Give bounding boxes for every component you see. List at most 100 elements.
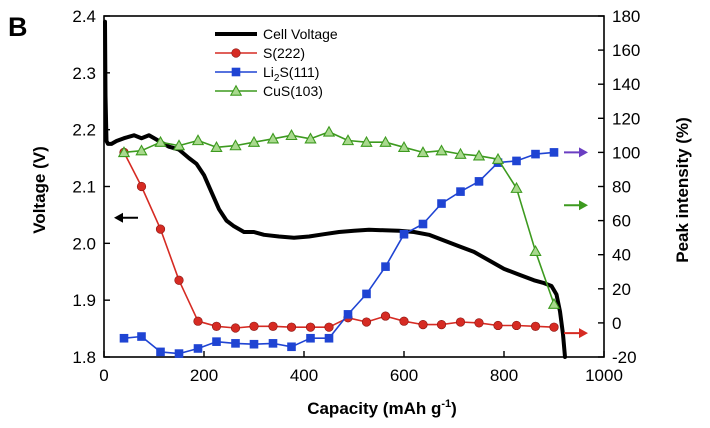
y-axis-left-title: Voltage (V)	[30, 146, 49, 234]
data-point-li2s-111	[437, 199, 446, 208]
data-point-s-222	[455, 317, 466, 327]
legend-item-li2s-111: Li2S(111)	[215, 64, 319, 84]
y-right-tick-label: 120	[612, 109, 640, 128]
series-line-li2s-111	[123, 151, 555, 355]
data-point-cus-103	[491, 152, 505, 164]
data-point-cus-103	[210, 140, 223, 152]
legend-label: Li2S(111)	[263, 64, 319, 84]
y-right-tick-label: 80	[612, 178, 631, 197]
data-point-cus-103	[117, 146, 131, 158]
data-point-cus-103	[266, 132, 280, 144]
data-point-li2s-111	[156, 347, 165, 357]
y-left-tick-label: 1.8	[72, 348, 96, 367]
data-point-li2s-111	[474, 177, 484, 186]
series-layer	[103, 19, 567, 359]
data-point-s-222	[324, 322, 334, 332]
data-point-cus-103	[435, 144, 448, 156]
data-point-cus-103	[454, 147, 467, 159]
y-left-tick-label: 2.1	[72, 178, 96, 197]
legend-marker	[231, 48, 241, 58]
data-point-cus-103	[416, 146, 430, 158]
legend: Cell Voltage S(222) Li2S(111)CuS(103)	[215, 26, 338, 99]
x-tick-label: 0	[99, 366, 108, 385]
legend-label: Cell Voltage	[263, 26, 338, 42]
data-point-li2s-111	[174, 349, 184, 358]
data-point-cus-103	[172, 139, 186, 151]
data-point-li2s-111	[306, 333, 315, 343]
data-point-s-222	[493, 320, 503, 331]
x-tick-label: 800	[490, 366, 518, 385]
y-right-tick-label: 140	[612, 75, 640, 94]
data-point-cus-103	[529, 244, 542, 256]
data-point-li2s-111	[212, 337, 221, 346]
data-point-s-222	[511, 320, 522, 331]
y-right-tick-label: 160	[612, 41, 640, 60]
y-right-tick-label: 100	[612, 143, 640, 162]
data-point-cus-103	[304, 132, 317, 144]
data-point-s-222	[474, 318, 484, 328]
legend-item-cus-103: CuS(103)	[215, 83, 323, 99]
arrow-layer	[114, 147, 588, 339]
legend-marker	[231, 67, 241, 77]
y-axis-left: 1.8 1.9 2.0 2.1 2.2 2.3 2.4	[72, 7, 110, 367]
data-point-cus-103	[510, 181, 523, 193]
legend-item-cell-voltage: Cell Voltage	[215, 26, 338, 42]
legend-label: S(222)	[263, 45, 305, 61]
y-left-tick-label: 2.3	[72, 64, 96, 83]
axis-arrow	[114, 212, 138, 223]
data-point-s-222	[174, 275, 184, 285]
series-line-s-222	[123, 151, 555, 329]
y-left-tick-label: 2.2	[72, 121, 96, 140]
data-point-li2s-111	[418, 219, 428, 229]
data-point-li2s-111	[249, 339, 259, 349]
y-axis-right: -20 0 20 40 60 80 100 120 140 160 180	[598, 7, 640, 367]
data-point-li2s-111	[512, 156, 521, 166]
data-point-li2s-111	[287, 342, 296, 352]
y-right-tick-label: 0	[612, 314, 621, 333]
x-tick-label: 1000	[585, 366, 623, 385]
data-point-s-222	[380, 311, 391, 321]
data-point-li2s-111	[324, 333, 334, 343]
plot-frame	[103, 15, 605, 358]
data-point-li2s-111	[119, 333, 129, 343]
data-point-li2s-111	[231, 339, 240, 348]
y-left-tick-label: 2.4	[72, 7, 96, 26]
legend-item-s-222: S(222)	[215, 45, 305, 61]
x-axis: 0 200 400 600 800 1000	[99, 351, 623, 385]
data-point-cus-103	[285, 129, 298, 141]
series-cell-voltage	[103, 19, 567, 359]
panel-label: B	[8, 12, 28, 42]
data-point-cus-103	[322, 125, 336, 137]
data-point-cus-103	[229, 139, 242, 151]
y-axis-right-title: Peak intensity (%)	[673, 117, 692, 263]
y-right-tick-label: 180	[612, 7, 640, 26]
plot-area	[103, 15, 605, 358]
data-point-li2s-111	[456, 187, 465, 196]
data-point-li2s-111	[268, 339, 278, 348]
data-point-li2s-111	[549, 148, 559, 157]
data-point-s-222	[249, 321, 259, 331]
data-point-li2s-111	[137, 332, 146, 341]
series-s-222	[119, 147, 559, 333]
data-point-cus-103	[472, 149, 486, 161]
data-point-s-222	[155, 224, 166, 234]
data-point-li2s-111	[399, 229, 409, 239]
x-tick-label: 600	[390, 366, 418, 385]
data-point-li2s-111	[193, 344, 203, 353]
data-point-cus-103	[247, 135, 261, 147]
data-point-s-222	[136, 181, 147, 192]
data-point-cus-103	[135, 144, 148, 156]
data-point-s-222	[361, 317, 372, 327]
axis-arrow	[564, 328, 588, 339]
axis-arrow	[564, 147, 588, 158]
data-point-s-222	[211, 321, 222, 331]
y-right-tick-label: 20	[612, 280, 631, 299]
y-left-tick-label: 2.0	[72, 234, 96, 253]
axis-arrow	[564, 200, 588, 211]
data-point-cus-103	[397, 140, 411, 152]
data-point-s-222	[230, 323, 241, 333]
series-line-cell-voltage	[103, 19, 567, 359]
y-right-tick-label: -20	[612, 348, 637, 367]
x-axis-title: Capacity (mAh g-1)	[307, 398, 457, 418]
